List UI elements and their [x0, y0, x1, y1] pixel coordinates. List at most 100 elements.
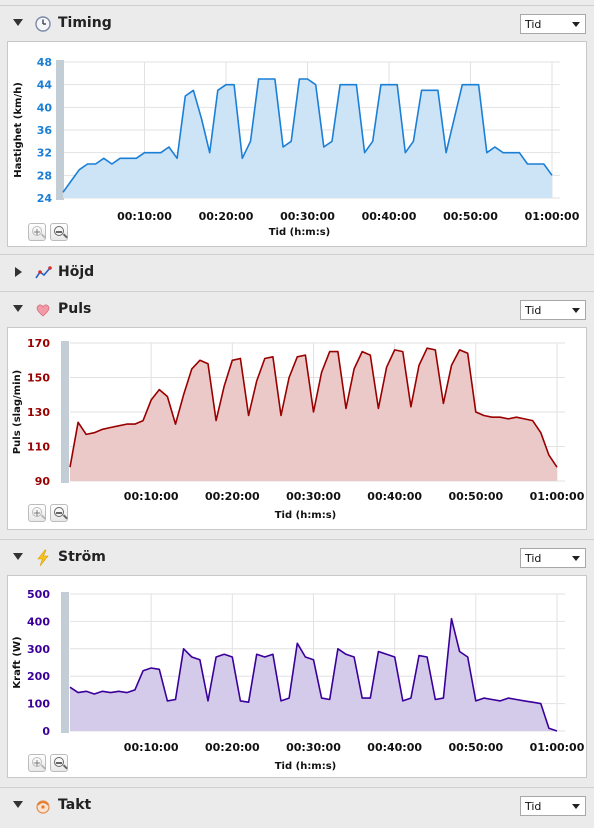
data-point[interactable]	[306, 78, 308, 80]
data-point[interactable]	[515, 698, 517, 700]
data-point[interactable]	[192, 89, 194, 91]
data-point[interactable]	[548, 454, 550, 456]
data-point[interactable]	[256, 380, 258, 382]
data-point[interactable]	[119, 157, 121, 159]
section-header-cadence[interactable]: Takt Tid	[0, 787, 594, 823]
data-point[interactable]	[209, 152, 211, 154]
collapse-arrow-icon[interactable]	[13, 553, 23, 560]
data-point[interactable]	[410, 697, 412, 699]
data-point[interactable]	[450, 364, 452, 366]
data-point[interactable]	[126, 691, 128, 693]
data-point[interactable]	[280, 700, 282, 702]
collapse-arrow-icon[interactable]	[13, 801, 23, 808]
data-point[interactable]	[103, 157, 105, 159]
data-point[interactable]	[380, 84, 382, 86]
data-point[interactable]	[426, 347, 428, 349]
data-point[interactable]	[304, 354, 306, 356]
data-point[interactable]	[396, 84, 398, 86]
data-point[interactable]	[347, 84, 349, 86]
zoom-in-button[interactable]	[28, 754, 46, 772]
data-point[interactable]	[329, 350, 331, 352]
data-point[interactable]	[225, 84, 227, 86]
data-point[interactable]	[215, 656, 217, 658]
data-point[interactable]	[507, 418, 509, 420]
data-point[interactable]	[337, 648, 339, 650]
data-point[interactable]	[200, 118, 202, 120]
data-point[interactable]	[62, 191, 64, 193]
data-point[interactable]	[483, 414, 485, 416]
data-point[interactable]	[531, 701, 533, 703]
data-point[interactable]	[551, 174, 553, 176]
data-point[interactable]	[166, 700, 168, 702]
data-point[interactable]	[442, 697, 444, 699]
zoom-out-button[interactable]	[50, 223, 68, 241]
data-point[interactable]	[486, 152, 488, 154]
data-point[interactable]	[445, 152, 447, 154]
data-point[interactable]	[531, 419, 533, 421]
data-point[interactable]	[272, 356, 274, 358]
power-chart[interactable]: 500 400 300 200 100 0 00:10:00 00:20:00 00:30:00…	[8, 576, 586, 777]
data-point[interactable]	[160, 152, 162, 154]
data-point[interactable]	[507, 697, 509, 699]
data-point[interactable]	[315, 84, 317, 86]
speed-chart[interactable]: 48 44 40 36 32 28 24 00:10:00 00:20:00 00:30:00 00…	[8, 42, 586, 246]
data-point[interactable]	[70, 180, 72, 182]
power-xaxis-select[interactable]: Tid	[520, 548, 586, 568]
section-header-pulse[interactable]: Puls Tid	[0, 291, 594, 327]
data-point[interactable]	[296, 356, 298, 358]
data-point[interactable]	[535, 163, 537, 165]
data-point[interactable]	[312, 659, 314, 661]
section-header-power[interactable]: Ström Tid	[0, 539, 594, 575]
expand-arrow-icon[interactable]	[15, 267, 22, 277]
data-point[interactable]	[518, 152, 520, 154]
data-point[interactable]	[323, 146, 325, 148]
data-point[interactable]	[361, 350, 363, 352]
data-point[interactable]	[77, 421, 79, 423]
data-point[interactable]	[394, 349, 396, 351]
data-point[interactable]	[215, 419, 217, 421]
data-point[interactable]	[388, 84, 390, 86]
data-point[interactable]	[126, 423, 128, 425]
data-point[interactable]	[288, 376, 290, 378]
data-point[interactable]	[355, 84, 357, 86]
data-point[interactable]	[199, 659, 201, 661]
data-point[interactable]	[118, 425, 120, 427]
collapse-arrow-icon[interactable]	[13, 305, 23, 312]
data-point[interactable]	[272, 653, 274, 655]
data-point[interactable]	[450, 618, 452, 620]
data-point[interactable]	[78, 169, 80, 171]
data-point[interactable]	[420, 89, 422, 91]
data-point[interactable]	[85, 690, 87, 692]
data-point[interactable]	[93, 432, 95, 434]
data-point[interactable]	[556, 466, 558, 468]
data-point[interactable]	[540, 702, 542, 704]
data-point[interactable]	[377, 650, 379, 652]
data-point[interactable]	[264, 656, 266, 658]
data-point[interactable]	[182, 648, 184, 650]
data-point[interactable]	[304, 656, 306, 658]
data-point[interactable]	[257, 78, 259, 80]
data-point[interactable]	[135, 157, 137, 159]
data-point[interactable]	[385, 366, 387, 368]
data-point[interactable]	[280, 414, 282, 416]
zoom-in-button[interactable]	[28, 504, 46, 522]
data-point[interactable]	[274, 78, 276, 80]
data-point[interactable]	[111, 163, 113, 165]
data-point[interactable]	[223, 653, 225, 655]
data-point[interactable]	[526, 163, 528, 165]
data-point[interactable]	[339, 84, 341, 86]
data-point[interactable]	[453, 118, 455, 120]
data-point[interactable]	[256, 653, 258, 655]
data-point[interactable]	[241, 157, 243, 159]
data-point[interactable]	[223, 385, 225, 387]
timing-xaxis-select[interactable]: Tid	[520, 14, 586, 34]
data-point[interactable]	[101, 690, 103, 692]
data-point[interactable]	[345, 653, 347, 655]
pulse-xaxis-select[interactable]: Tid	[520, 300, 586, 320]
data-point[interactable]	[93, 693, 95, 695]
data-point[interactable]	[394, 656, 396, 658]
data-point[interactable]	[345, 407, 347, 409]
data-point[interactable]	[127, 157, 129, 159]
data-point[interactable]	[515, 416, 517, 418]
data-point[interactable]	[494, 146, 496, 148]
